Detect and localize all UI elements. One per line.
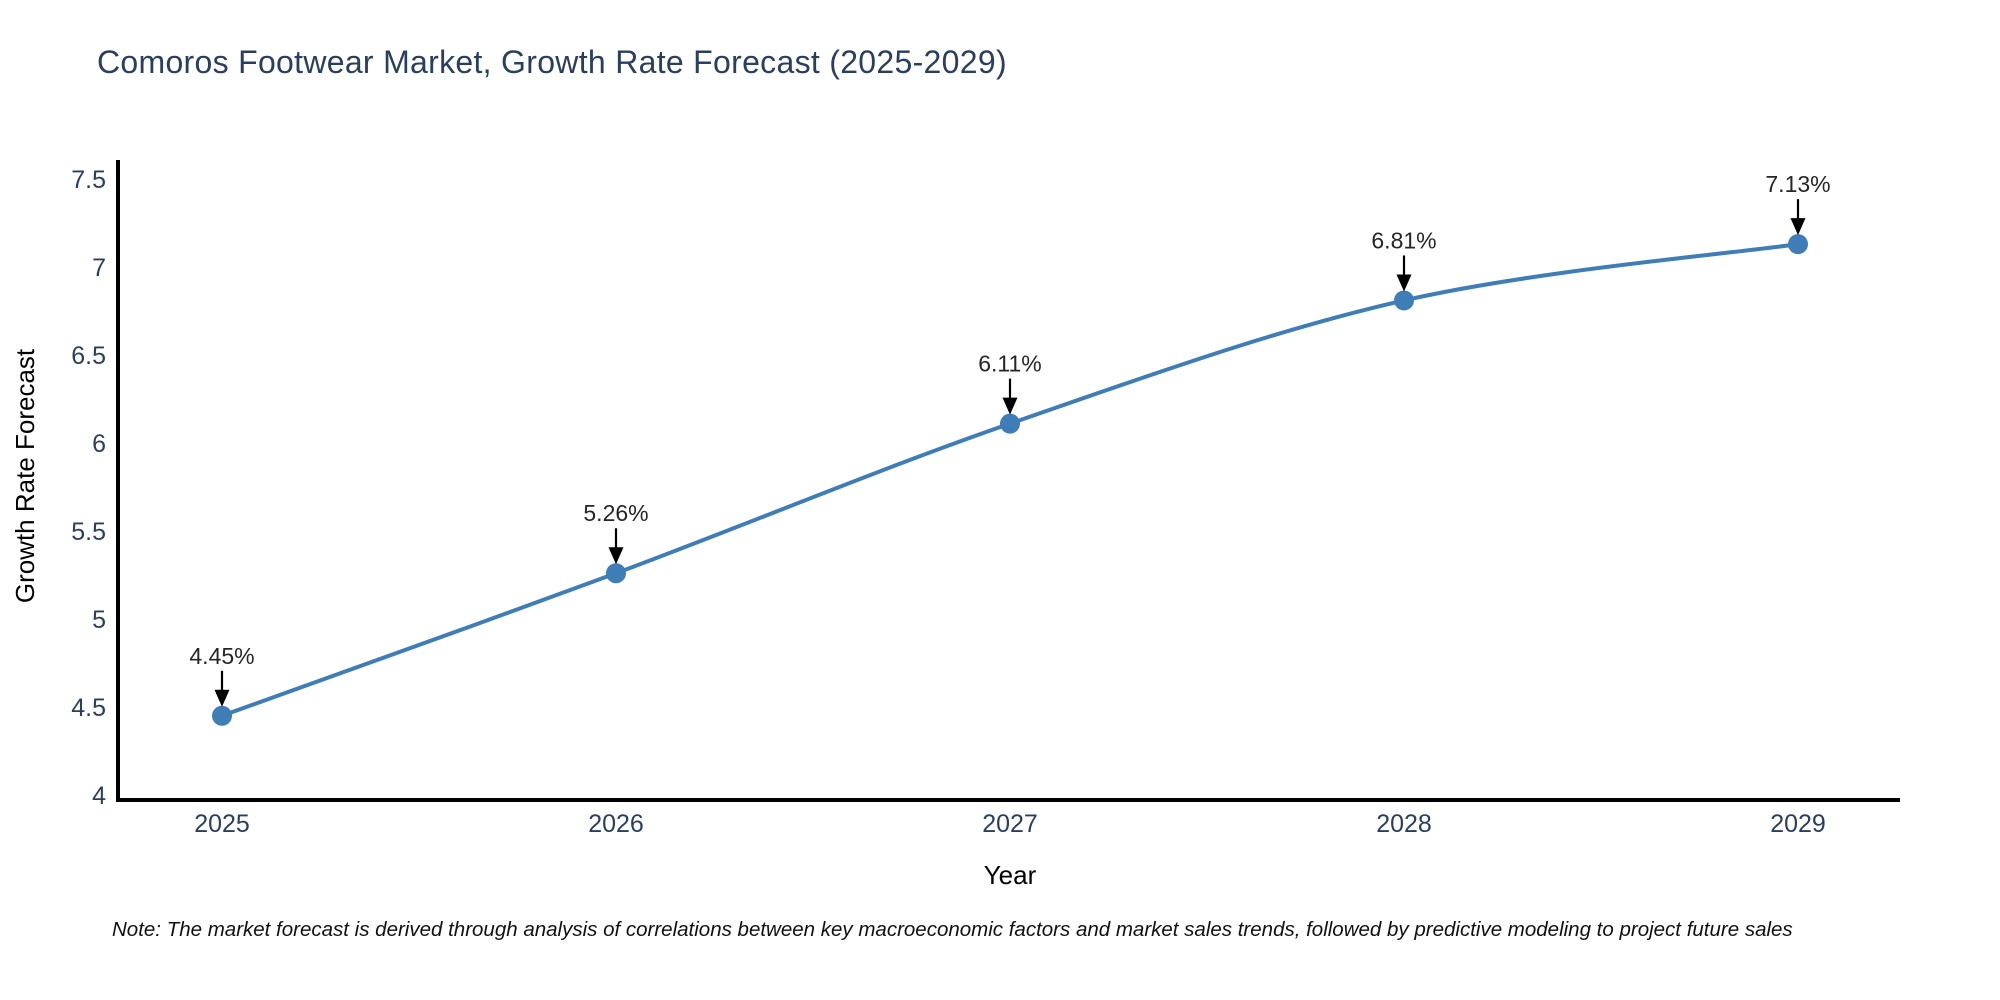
x-axis-title: Year bbox=[984, 860, 1037, 890]
annotation-arrowhead-icon bbox=[1396, 274, 1412, 292]
annotation-arrowhead-icon bbox=[1002, 397, 1018, 415]
y-tick-label: 6 bbox=[92, 430, 106, 458]
y-tick-label: 6.5 bbox=[71, 342, 106, 370]
point-annotations: 4.45% 5.26% 6.11% 6.81% 7.13% bbox=[189, 171, 1831, 707]
y-tick-label: 7 bbox=[92, 254, 106, 282]
y-axis-tick-labels: 4 4.5 5 5.5 6 6.5 7 7.5 bbox=[71, 166, 106, 810]
x-tick-label: 2028 bbox=[1376, 810, 1432, 838]
annotation-arrowhead-icon bbox=[1790, 218, 1806, 236]
point-value-label: 5.26% bbox=[583, 500, 648, 526]
annotation-arrowhead-icon bbox=[608, 547, 624, 565]
data-point-marker[interactable] bbox=[1394, 290, 1414, 311]
x-tick-label: 2029 bbox=[1770, 810, 1826, 838]
chart-title: Comoros Footwear Market, Growth Rate For… bbox=[97, 44, 1007, 80]
data-point-marker[interactable] bbox=[1788, 234, 1808, 255]
annotation-arrowhead-icon bbox=[214, 689, 230, 707]
y-tick-label: 4 bbox=[92, 782, 106, 810]
data-series bbox=[212, 234, 1808, 726]
y-tick-label: 4.5 bbox=[71, 694, 106, 722]
y-tick-label: 5 bbox=[92, 606, 106, 634]
y-tick-label: 5.5 bbox=[71, 518, 106, 546]
point-value-label: 6.11% bbox=[978, 351, 1042, 377]
axes bbox=[116, 160, 1900, 802]
data-point-marker[interactable] bbox=[606, 563, 626, 584]
x-tick-label: 2026 bbox=[588, 810, 644, 838]
footnote: Note: The market forecast is derived thr… bbox=[112, 918, 1793, 941]
x-tick-label: 2025 bbox=[194, 810, 250, 838]
y-tick-label: 7.5 bbox=[71, 166, 106, 194]
x-axis-tick-labels: 2025 2026 2027 2028 2029 bbox=[194, 810, 1826, 838]
y-axis-title: Growth Rate Forecast bbox=[10, 348, 40, 603]
data-point-marker[interactable] bbox=[212, 705, 232, 726]
x-tick-label: 2027 bbox=[982, 810, 1038, 838]
data-point-marker[interactable] bbox=[1000, 413, 1020, 434]
point-value-label: 6.81% bbox=[1371, 227, 1436, 253]
forecast-line bbox=[220, 242, 1800, 718]
point-value-label: 4.45% bbox=[189, 643, 254, 669]
point-value-label: 7.13% bbox=[1765, 171, 1830, 197]
